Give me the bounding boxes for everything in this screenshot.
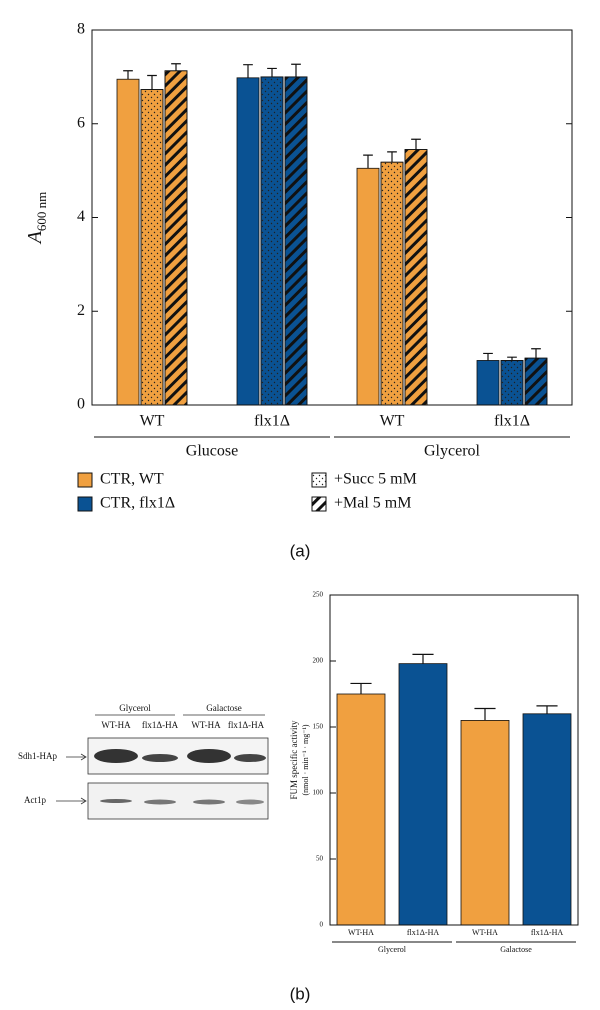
group-label: Glycerol xyxy=(424,443,481,460)
protein-label: Act1p xyxy=(24,795,46,805)
x-tick-label: flx1Δ xyxy=(254,413,290,430)
y-label-sub: (nmol · min⁻¹ · mg⁻¹) xyxy=(301,724,310,795)
legend-label: +Succ 5 mM xyxy=(334,471,417,488)
condition-label: Galactose xyxy=(206,703,241,713)
plot-frame xyxy=(329,594,579,926)
bar xyxy=(336,693,386,926)
y-tick-label: 250 xyxy=(313,591,324,599)
y-tick-label: 2 xyxy=(77,302,85,319)
error-bar xyxy=(412,653,434,664)
error-bar xyxy=(387,151,397,163)
bar xyxy=(398,663,448,926)
bar xyxy=(116,78,140,406)
bar-pattern xyxy=(524,357,548,406)
error-bar xyxy=(474,707,496,721)
x-tick-label: flx1Δ-HA xyxy=(531,928,563,937)
condition-label: Glycerol xyxy=(119,703,151,713)
y-tick-label: 8 xyxy=(77,21,85,38)
x-tick-label: flx1Δ-HA xyxy=(407,928,439,937)
y-label-main: A xyxy=(24,230,46,245)
error-bar xyxy=(531,348,541,359)
bar-pattern xyxy=(164,70,188,406)
panel-label: (b) xyxy=(290,984,311,1003)
y-tick-label: 0 xyxy=(320,921,324,929)
group-label: Galactose xyxy=(500,945,532,954)
bar-pattern xyxy=(404,149,428,406)
x-tick-label: flx1Δ xyxy=(494,413,530,430)
x-tick-label: WT-HA xyxy=(348,928,374,937)
lane-label: flx1Δ-HA xyxy=(142,720,179,730)
error-bar xyxy=(171,63,181,71)
lane-label: WT-HA xyxy=(101,720,131,730)
error-bar xyxy=(536,705,558,714)
legend-pattern xyxy=(311,472,327,488)
error-bar xyxy=(483,352,493,361)
y-label-main: FUM specific activity xyxy=(289,720,299,799)
y-tick-label: 150 xyxy=(313,723,324,731)
bar-pattern xyxy=(380,161,404,406)
bar xyxy=(476,360,500,406)
error-bar xyxy=(147,74,157,90)
x-tick-label: WT xyxy=(140,413,165,430)
y-tick-label: 0 xyxy=(77,396,85,413)
x-tick-label: WT-HA xyxy=(472,928,498,937)
legend-swatch xyxy=(77,496,93,512)
bar-pattern xyxy=(500,360,524,406)
y-label-sub: 600 nm xyxy=(34,192,49,231)
protein-label: Sdh1-HAp xyxy=(18,751,58,761)
error-bar xyxy=(123,70,133,80)
bar-pattern xyxy=(140,89,164,406)
y-axis-label: FUM specific activity (nmol · min⁻¹ · mg⁻… xyxy=(289,720,310,799)
legend-label: +Mal 5 mM xyxy=(334,495,411,512)
legend-swatch xyxy=(77,472,93,488)
error-bar xyxy=(507,356,517,361)
y-tick-label: 50 xyxy=(316,855,324,863)
group-label: Glucose xyxy=(186,443,238,460)
legend-label: CTR, WT xyxy=(100,471,164,488)
error-bar xyxy=(243,64,253,78)
western-blot: Glycerol Galactose WT-HA flx1Δ-HA WT-HA … xyxy=(18,703,269,820)
y-tick-label: 200 xyxy=(313,657,324,665)
error-bar xyxy=(363,154,373,169)
bar xyxy=(356,167,380,406)
y-tick-label: 100 xyxy=(313,789,324,797)
error-bar xyxy=(350,682,372,694)
x-tick-label: WT xyxy=(380,413,405,430)
panel-label: (a) xyxy=(290,541,311,560)
bar-pattern xyxy=(260,76,284,406)
legend-label: CTR, flx1Δ xyxy=(100,495,175,512)
lane-label: flx1Δ-HA xyxy=(228,720,265,730)
error-bar xyxy=(291,63,301,77)
bar xyxy=(460,720,510,926)
y-tick-label: 4 xyxy=(77,208,85,225)
plot-frame xyxy=(91,29,573,406)
y-tick-label: 6 xyxy=(77,114,85,131)
y-axis-label: A600 nm xyxy=(24,192,50,246)
group-label: Glycerol xyxy=(378,945,407,954)
bar xyxy=(236,77,260,406)
error-bar xyxy=(411,138,421,150)
bar-pattern xyxy=(284,76,308,406)
legend-pattern xyxy=(311,496,327,512)
error-bar xyxy=(267,67,277,77)
lane-label: WT-HA xyxy=(191,720,221,730)
bar xyxy=(522,713,572,926)
